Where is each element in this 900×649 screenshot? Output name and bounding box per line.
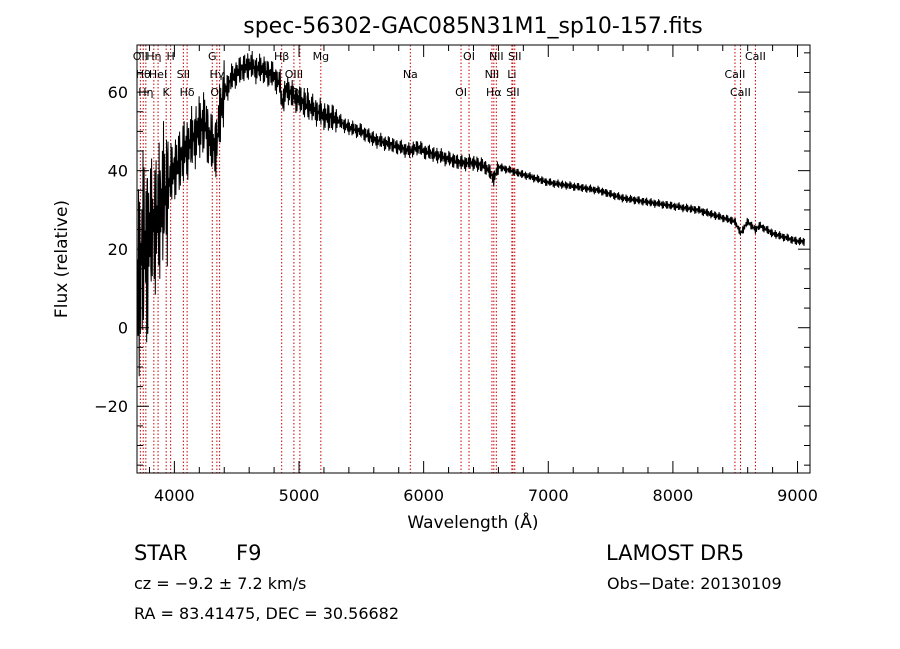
line-marker-label: OIII — [285, 68, 303, 81]
line-marker-label: Hα — [486, 86, 502, 99]
line-marker-label: CaII — [725, 68, 746, 81]
line-marker-labels: OIIHθHηHηHeIKHSIIHδGHγOIIIHβOIIIOIIIMgNa… — [133, 50, 766, 99]
y-tick-label: −20 — [94, 397, 128, 416]
line-marker-label: K — [163, 86, 171, 99]
line-marker-label: CaII — [730, 86, 751, 99]
line-marker-label: SII — [508, 50, 521, 63]
x-tick-label: 6000 — [403, 486, 444, 505]
x-tick-label: 9000 — [777, 486, 818, 505]
x-tick-label: 4000 — [154, 486, 195, 505]
line-marker-label: Hδ — [180, 86, 195, 99]
x-axis-label: Wavelength (Å) — [407, 511, 538, 533]
redshift-text: cz = −9.2 ± 7.2 km/s — [134, 574, 307, 593]
y-tick-label: 0 — [118, 319, 128, 338]
y-axis-label: Flux (relative) — [52, 200, 72, 318]
line-marker-label: Hη — [146, 50, 161, 63]
line-marker-label: CaII — [745, 50, 766, 63]
line-marker-label: SII — [177, 68, 190, 81]
spectrum-series — [136, 50, 806, 377]
chart-title: spec-56302-GAC085N31M1_sp10-157.fits — [243, 14, 703, 39]
x-tick-label: 5000 — [279, 486, 320, 505]
coordinates: RA = 83.41475, DEC = 30.56682 — [134, 604, 400, 623]
line-marker-label: Hθ — [136, 68, 151, 81]
plot-frame — [136, 44, 811, 474]
line-marker-label: Hβ — [274, 50, 289, 63]
line-markers — [139, 45, 756, 473]
y-tick-label: 20 — [108, 240, 128, 259]
line-marker-label: SII — [506, 86, 519, 99]
line-marker-label: Mg — [313, 50, 329, 63]
line-marker-label: NII — [485, 68, 500, 81]
line-marker-label: OI — [455, 86, 467, 99]
line-marker-label: NII — [489, 50, 504, 63]
line-marker-label: Li — [507, 68, 516, 81]
spectrum-line — [136, 50, 806, 377]
x-tick-label: 8000 — [653, 486, 694, 505]
object-class: STAR — [134, 541, 188, 565]
y-tick-label: 60 — [108, 83, 128, 102]
line-marker-label: HeI — [149, 68, 167, 81]
line-marker-label: Hγ — [209, 68, 224, 81]
y-tick-label: 40 — [108, 162, 128, 181]
x-axis-ticks: 4000 5000 6000 7000 8000 9000 — [148, 45, 818, 505]
line-marker-label: OI — [463, 50, 475, 63]
x-tick-label: 7000 — [528, 486, 569, 505]
obs-date: Obs−Date: 20130109 — [607, 574, 782, 593]
spectral-subclass: F9 — [236, 541, 262, 565]
line-marker-label: Na — [403, 68, 418, 81]
survey-name: LAMOST DR5 — [606, 541, 745, 565]
y-axis-ticks: −20 0 20 40 60 — [94, 52, 810, 466]
line-marker-label: H — [167, 50, 175, 63]
line-marker-label: G — [208, 50, 217, 63]
